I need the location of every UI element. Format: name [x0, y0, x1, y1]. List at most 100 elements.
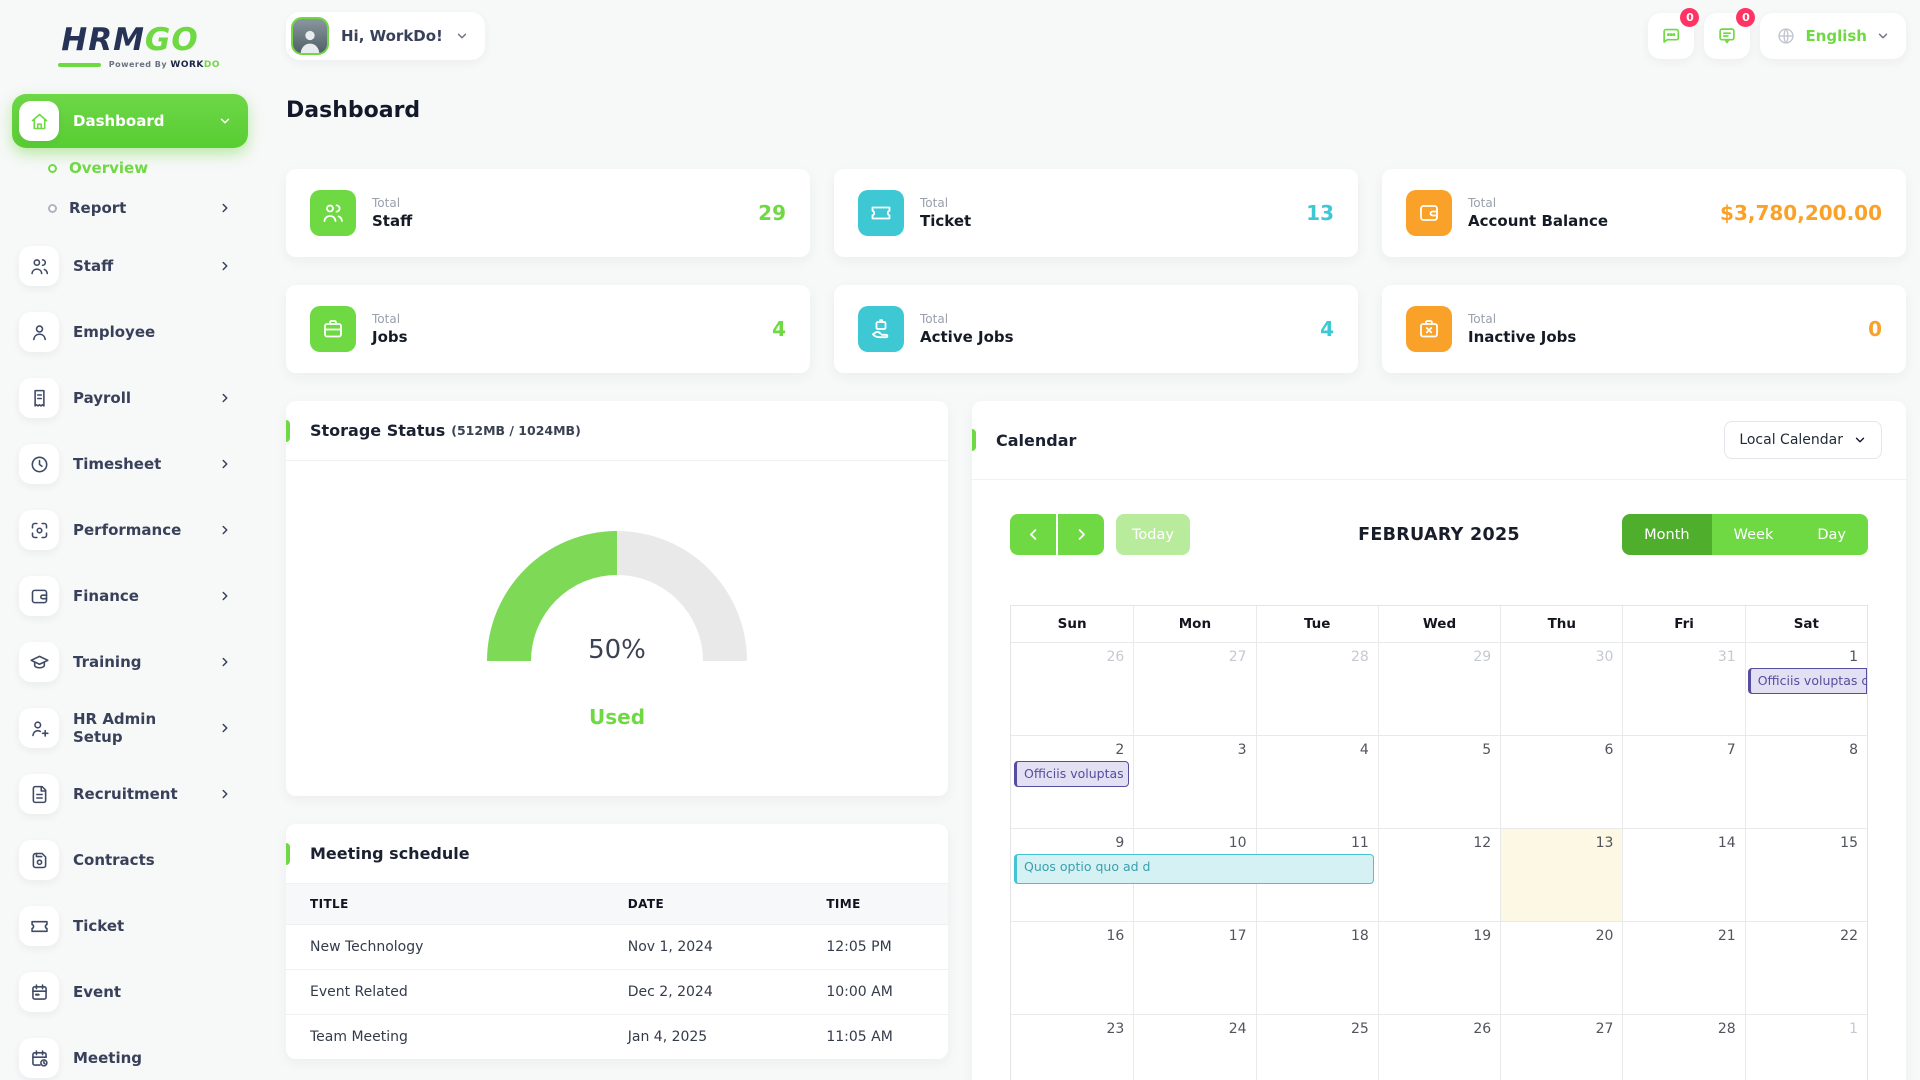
storage-title: Storage Status [310, 421, 446, 440]
calendar-day-cell[interactable]: 24 [1133, 1014, 1256, 1080]
sidebar-item-report[interactable]: Report [12, 188, 248, 228]
calendar-day-cell[interactable]: 13 [1500, 828, 1623, 921]
wallet-icon [1406, 190, 1452, 236]
calendar-day-number: 22 [1840, 928, 1858, 944]
calendar-day-cell[interactable]: 1 [1744, 642, 1867, 735]
calendar-day-cell[interactable]: 7 [1622, 735, 1745, 828]
sidebar-item-payroll[interactable]: Payroll [12, 370, 248, 426]
calendar-event[interactable]: Quos optio quo ad d [1014, 854, 1374, 884]
sidebar-item-ticket[interactable]: Ticket [12, 898, 248, 954]
sidebar-item-overview[interactable]: Overview [12, 148, 248, 188]
user-menu[interactable]: Hi, WorkDo! [286, 12, 485, 60]
sidebar-item-recruitment[interactable]: Recruitment [12, 766, 248, 822]
sidebar-item-dashboard[interactable]: Dashboard [12, 94, 248, 148]
calendar-day-cell[interactable]: 5 [1377, 735, 1501, 828]
calendar-day-cell[interactable]: 26 [1011, 642, 1134, 735]
calendar-day-cell[interactable]: 12 [1377, 828, 1501, 921]
table-row[interactable]: Event Related Dec 2, 2024 10:00 AM [286, 969, 948, 1015]
calendar-day-cell[interactable]: 18 [1255, 921, 1378, 1014]
calendar-day-cell[interactable]: 21 [1622, 921, 1745, 1014]
calendar-day-cell[interactable]: 25 [1255, 1014, 1378, 1080]
calendar-view-day-button[interactable]: Day [1795, 514, 1868, 555]
calendar-next-button[interactable] [1058, 514, 1104, 555]
messages-button[interactable]: 0 [1648, 8, 1700, 59]
app-logo[interactable]: HRMGO Powered By WORKDO [12, 14, 248, 72]
meeting-title: Meeting schedule [310, 844, 470, 863]
calendar-view-week-button[interactable]: Week [1711, 514, 1796, 555]
calendar-day-cell[interactable]: 30 [1500, 642, 1623, 735]
calendar-event[interactable]: Officiis voluptas c [1014, 761, 1130, 787]
bullet-icon [48, 163, 57, 173]
chevron-right-icon [218, 523, 232, 537]
calendar-event[interactable]: Officiis voluptas c [1747, 668, 1867, 694]
calendar-day-number: 27 [1228, 649, 1247, 665]
meeting-date: Nov 1, 2024 [603, 924, 803, 970]
calendar-dow-sun: Sun [1057, 616, 1087, 632]
sidebar-item-performance-label: Performance [73, 521, 182, 539]
calendar-day-cell[interactable]: 29 [1377, 642, 1501, 735]
calendar-day-cell[interactable]: 15 [1744, 828, 1867, 921]
calendar-prev-button[interactable] [1010, 514, 1056, 555]
calendar-day-cell[interactable]: 27 [1133, 642, 1256, 735]
calendar-day-cell[interactable]: 2 [1011, 735, 1134, 828]
calendar-day-cell[interactable]: 31 [1622, 642, 1745, 735]
calendar-day-cell[interactable]: 17 [1133, 921, 1256, 1014]
sidebar-item-training[interactable]: Training [12, 634, 248, 690]
calendar-day-cell[interactable]: 14 [1622, 828, 1745, 921]
calendar-day-cell[interactable]: 16 [1011, 921, 1134, 1014]
calendar-day-cell[interactable]: 4 [1255, 735, 1378, 828]
language-selector[interactable]: English [1760, 13, 1906, 59]
calendar-day-number: 2 [1115, 742, 1125, 758]
sidebar-item-timesheet[interactable]: Timesheet [12, 436, 248, 492]
calendar-day-cell[interactable]: 28 [1255, 642, 1378, 735]
calendar-day-cell[interactable]: 9 [1011, 828, 1134, 921]
calendar-day-number: 20 [1595, 928, 1614, 944]
stat-label: Ticket [920, 212, 972, 230]
table-row[interactable]: Team Meeting Jan 4, 2025 11:05 AM [286, 1014, 948, 1059]
calendar-day-cell[interactable]: 20 [1500, 921, 1623, 1014]
calendar-view-month-button[interactable]: Month [1622, 514, 1712, 555]
calendar-day-cell[interactable]: 28 [1622, 1014, 1745, 1080]
calendar-source-select[interactable]: Local Calendar [1724, 421, 1882, 459]
calendar-day-cell[interactable]: 23 [1011, 1014, 1134, 1080]
calendar-day-cell[interactable]: 19 [1377, 921, 1501, 1014]
stat-text: Total Staff [372, 196, 742, 230]
calendar-month-title: FEBRUARY 2025 [1358, 524, 1520, 545]
calendar-day-number: 11 [1351, 835, 1369, 851]
meeting-col-date: DATE [603, 884, 803, 925]
meeting-card-header: Meeting schedule [286, 824, 948, 884]
calendar-day-cell[interactable]: 27 [1500, 1014, 1623, 1080]
stat-prefix: Total [1468, 312, 1497, 326]
calendar-day-cell[interactable]: 6 [1500, 735, 1623, 828]
calendar-day-cell[interactable]: 3 [1133, 735, 1256, 828]
sidebar-item-staff[interactable]: Staff [12, 238, 248, 294]
calendar-day-cell[interactable]: 26 [1377, 1014, 1501, 1080]
calendar-today-button[interactable]: Today [1116, 514, 1190, 555]
calendar-day-cell[interactable]: 22 [1744, 921, 1867, 1014]
notifications-badge: 0 [1736, 8, 1756, 27]
calendar-day-cell[interactable]: 1 [1744, 1014, 1867, 1080]
clock-icon [19, 444, 59, 484]
sidebar-item-payroll-label: Payroll [73, 389, 132, 407]
briefcase-icon [310, 306, 356, 352]
notifications-button[interactable]: 0 [1704, 8, 1756, 59]
stat-label: Account Balance [1468, 212, 1609, 230]
sidebar-item-event[interactable]: Event [12, 964, 248, 1020]
sidebar-item-hr-admin-setup[interactable]: HR Admin Setup [12, 700, 248, 756]
calendar-dow-fri: Fri [1622, 606, 1744, 642]
floppy-icon [19, 840, 59, 880]
sidebar-item-performance[interactable]: Performance [12, 502, 248, 558]
sidebar-item-meeting[interactable]: Meeting [12, 1030, 248, 1080]
sidebar-item-employee[interactable]: Employee [12, 304, 248, 360]
calendar-day-cell[interactable]: 8 [1744, 735, 1867, 828]
stat-text: Total Ticket [920, 196, 1290, 230]
calendar-toolbar: Today FEBRUARY 2025 Month Week Day [1010, 514, 1868, 555]
calendar-day-number: 5 [1482, 742, 1492, 758]
sidebar-item-contracts[interactable]: Contracts [12, 832, 248, 888]
calendar-week-row: 26 27 28 29 30 31 1 Officiis voluptas c [1011, 642, 1867, 735]
table-row[interactable]: New Technology Nov 1, 2024 12:05 PM [286, 924, 948, 970]
stat-value: 4 [772, 317, 786, 341]
sidebar-item-finance[interactable]: Finance [12, 568, 248, 624]
language-label: English [1805, 27, 1867, 45]
sidebar-item-employee-label: Employee [73, 323, 156, 341]
